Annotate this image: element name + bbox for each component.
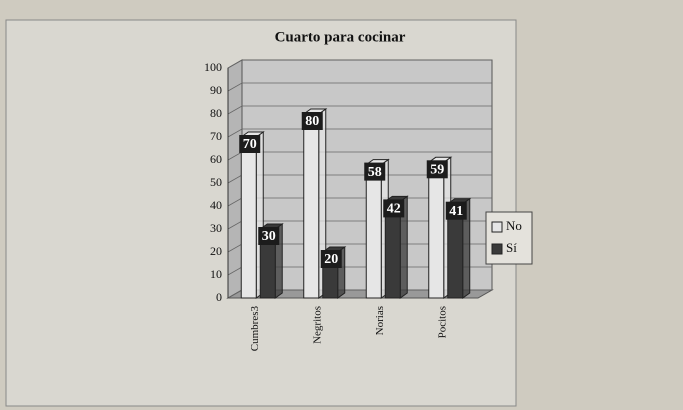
x-tick-label: Negritos (311, 306, 323, 344)
y-tick-label: 30 (210, 221, 222, 235)
value-label-box (239, 135, 261, 153)
value-label-box (445, 201, 467, 220)
value-label: 58 (368, 165, 382, 180)
grid-line (227, 82, 492, 92)
value-label: 41 (449, 204, 463, 219)
y-tick-label: 90 (210, 83, 222, 97)
value-label: 42 (387, 202, 401, 217)
chart-title: Cuarto para cocinar (275, 29, 406, 45)
value-label: 20 (324, 252, 338, 267)
grid-line (227, 105, 492, 115)
value-label-box (426, 160, 448, 179)
y-tick-label: 0 (216, 290, 222, 304)
value-label-box (258, 227, 280, 245)
y-tick-label: 10 (210, 267, 222, 281)
y-tick-label: 50 (210, 175, 222, 189)
x-tick-label: Cumbres3 (249, 306, 261, 352)
value-label: 30 (262, 229, 276, 244)
y-tick-label: 80 (210, 106, 222, 120)
y-tick-label: 70 (210, 129, 222, 143)
legend-label: Sí (506, 240, 517, 255)
y-tick-label: 20 (210, 244, 222, 258)
bar (240, 136, 257, 299)
bar (428, 161, 445, 299)
y-tick-label: 40 (210, 198, 222, 212)
bar (365, 164, 382, 299)
value-label: 70 (243, 137, 257, 152)
grid-line (227, 128, 492, 138)
value-label-box (320, 250, 342, 268)
value-label: 59 (430, 163, 444, 178)
x-tick-label: Pocitos (436, 306, 448, 338)
value-label-box (383, 199, 405, 218)
x-tick-label: Norias (374, 306, 386, 335)
legend-swatch (491, 243, 503, 255)
y-tick-label: 60 (210, 152, 222, 166)
legend-box (485, 211, 533, 265)
legend-label: No (506, 218, 522, 233)
value-label-box (301, 112, 323, 130)
bar (303, 113, 320, 299)
legend-swatch (491, 221, 503, 233)
value-label: 80 (305, 114, 319, 129)
y-tick-label: 100 (204, 60, 222, 74)
value-label-box (364, 162, 386, 181)
grid-line (227, 59, 492, 69)
